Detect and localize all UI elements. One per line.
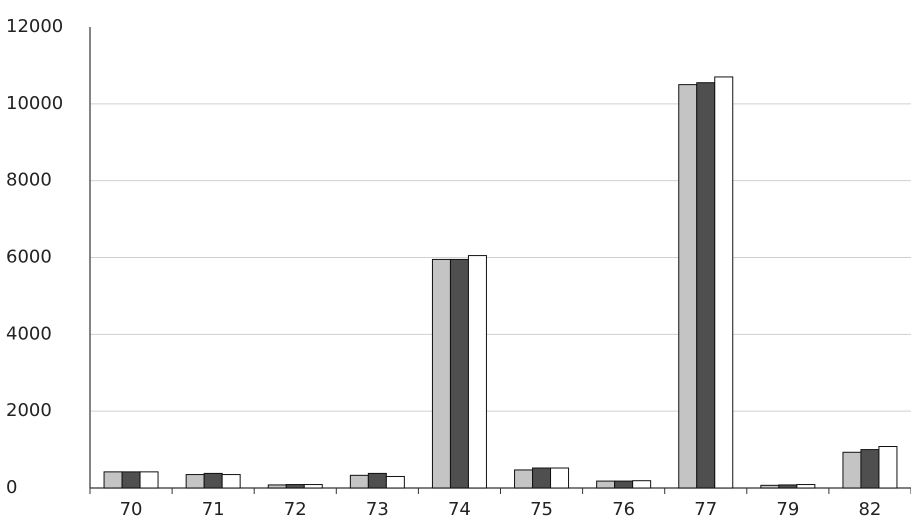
bar — [532, 467, 552, 489]
bar — [596, 480, 616, 489]
bar — [514, 469, 534, 489]
bar — [285, 484, 305, 489]
bar — [203, 472, 223, 489]
bar — [121, 471, 141, 489]
bar — [860, 449, 880, 489]
x-tick-label: 76 — [612, 499, 635, 520]
bar — [449, 258, 469, 489]
y-tick-label: 12000 — [6, 16, 63, 37]
bar — [878, 446, 898, 489]
y-tick-label: 10000 — [6, 93, 63, 114]
bar — [349, 474, 369, 489]
bar — [431, 258, 451, 489]
x-tick-label: 79 — [776, 499, 799, 520]
y-tick-label: 2000 — [6, 400, 52, 421]
bar — [185, 474, 205, 489]
bar — [550, 467, 570, 489]
bar — [714, 76, 734, 489]
bar — [367, 472, 387, 489]
bar — [760, 484, 780, 489]
bar — [678, 84, 698, 489]
bar — [778, 484, 798, 489]
bar — [632, 480, 652, 489]
x-tick-label: 72 — [284, 499, 307, 520]
bar — [696, 82, 716, 489]
bar — [139, 471, 159, 489]
y-tick-label: 6000 — [6, 247, 52, 268]
bar — [796, 484, 816, 489]
bar — [842, 451, 862, 489]
y-tick-label: 8000 — [6, 170, 52, 191]
x-tick-label: 75 — [530, 499, 553, 520]
bar — [103, 471, 123, 489]
bar — [467, 255, 487, 489]
x-tick-label: 73 — [366, 499, 389, 520]
x-tick-label: 74 — [448, 499, 471, 520]
x-tick-label: 70 — [120, 499, 143, 520]
y-tick-label: 0 — [6, 477, 17, 498]
y-tick-label: 4000 — [6, 323, 52, 344]
x-tick-label: 82 — [858, 499, 881, 520]
bar — [385, 475, 405, 489]
bar — [614, 480, 634, 489]
x-tick-label: 77 — [694, 499, 717, 520]
bar — [221, 474, 241, 489]
bar — [303, 484, 323, 489]
bar — [267, 484, 287, 489]
x-tick-label: 71 — [202, 499, 225, 520]
